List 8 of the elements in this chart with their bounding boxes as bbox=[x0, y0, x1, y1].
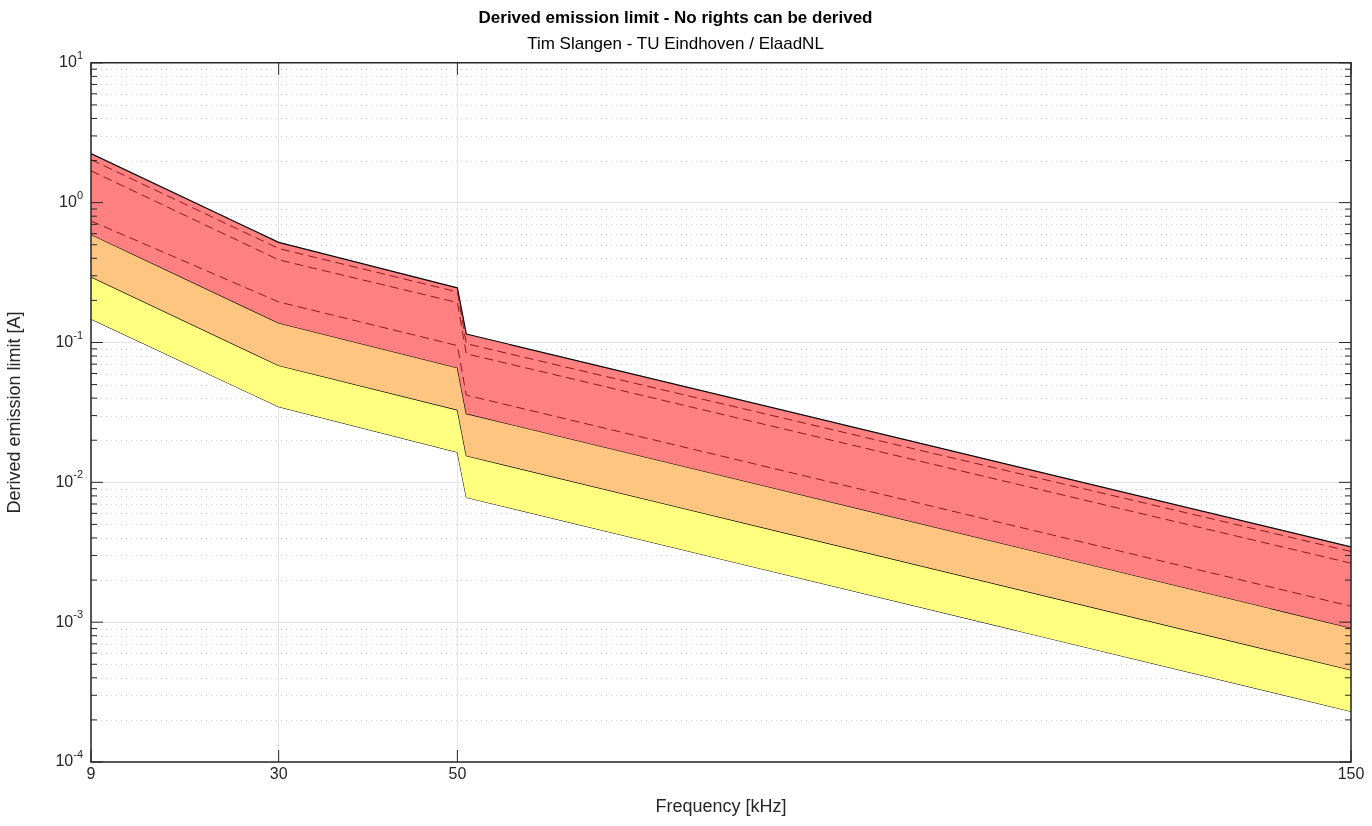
x-axis-title: Frequency [kHz] bbox=[655, 796, 787, 817]
x-tick-label: 30 bbox=[269, 765, 288, 783]
chart-title: Derived emission limit - No rights can be derived bbox=[478, 7, 873, 27]
chart-subtitle: Tim Slangen - TU Eindhoven / ElaadNL bbox=[527, 34, 824, 54]
x-tick-label: 9 bbox=[86, 765, 96, 783]
x-tick-label: 150 bbox=[1337, 765, 1365, 783]
y-axis-title: Derived emission limit [A] bbox=[3, 311, 24, 514]
x-tick-label: 50 bbox=[448, 765, 467, 783]
